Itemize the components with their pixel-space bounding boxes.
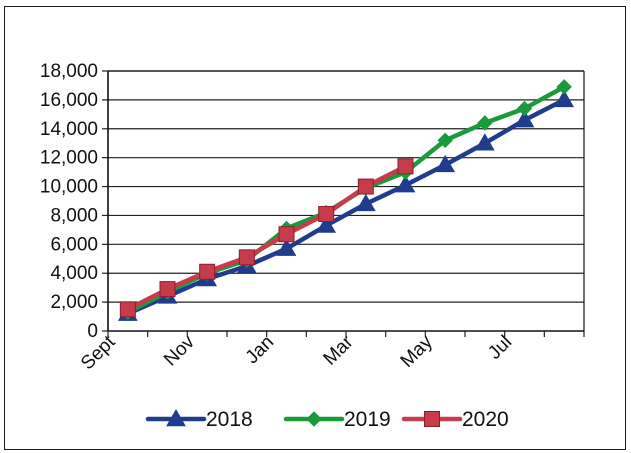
y-tick-label: 12,000 (40, 148, 98, 169)
data-point (435, 154, 456, 173)
x-tick-label: Jan (242, 332, 279, 369)
data-point (199, 263, 216, 280)
data-point (514, 110, 535, 128)
series-group (117, 79, 575, 321)
data-point (276, 238, 297, 256)
data-point (355, 193, 376, 212)
legend-marker (424, 411, 440, 427)
data-point (395, 175, 416, 193)
legend-entry-2018: 2018 (145, 408, 253, 431)
data-point (397, 158, 414, 175)
y-tick-label: 18,000 (40, 61, 98, 82)
gridlines (108, 70, 584, 303)
data-point (474, 133, 495, 151)
legend-marker (306, 411, 322, 427)
x-tick-label: Sept (77, 331, 120, 374)
data-point (437, 132, 453, 149)
y-tick-label: 0 (87, 321, 98, 342)
y-tick-label: 2,000 (50, 292, 98, 313)
data-point (238, 249, 255, 266)
x-axis-ticks: Sept Nov Jan Mar May Jul (77, 331, 585, 374)
x-tick-label: May (397, 331, 438, 372)
legend-label: 2018 (206, 408, 253, 431)
data-point (119, 301, 136, 318)
y-tick-label: 16,000 (40, 90, 98, 111)
data-point (357, 178, 374, 195)
data-point (278, 226, 295, 243)
y-tick-label: 10,000 (40, 177, 98, 198)
data-point (556, 79, 572, 95)
y-tick-label: 6,000 (50, 234, 98, 255)
legend-label: 2019 (344, 408, 391, 431)
legend: 2018 2019 2020 (145, 408, 509, 431)
series-2018 (117, 89, 575, 321)
legend-entry-2019: 2019 (283, 408, 391, 431)
y-tick-label: 8,000 (50, 205, 98, 226)
data-point (159, 281, 176, 298)
y-tick-label: 14,000 (40, 119, 98, 140)
y-axis-ticks: 0 2,000 4,000 6,000 8,000 10,000 12,000 14,000 1… (40, 61, 108, 342)
data-point (516, 100, 533, 117)
data-point (477, 115, 493, 131)
data-point (316, 215, 337, 233)
y-tick-label: 4,000 (50, 263, 98, 284)
x-tick-label: Jul (484, 332, 516, 364)
legend-label: 2020 (462, 408, 509, 431)
data-point (554, 89, 575, 108)
x-tick-label: Nov (160, 331, 199, 370)
legend-entry-2020: 2020 (401, 408, 509, 431)
x-tick-label: Mar (320, 331, 358, 369)
legend-marker (166, 408, 186, 427)
series-2020 (119, 158, 414, 318)
axes (107, 70, 585, 332)
data-point (318, 206, 335, 222)
